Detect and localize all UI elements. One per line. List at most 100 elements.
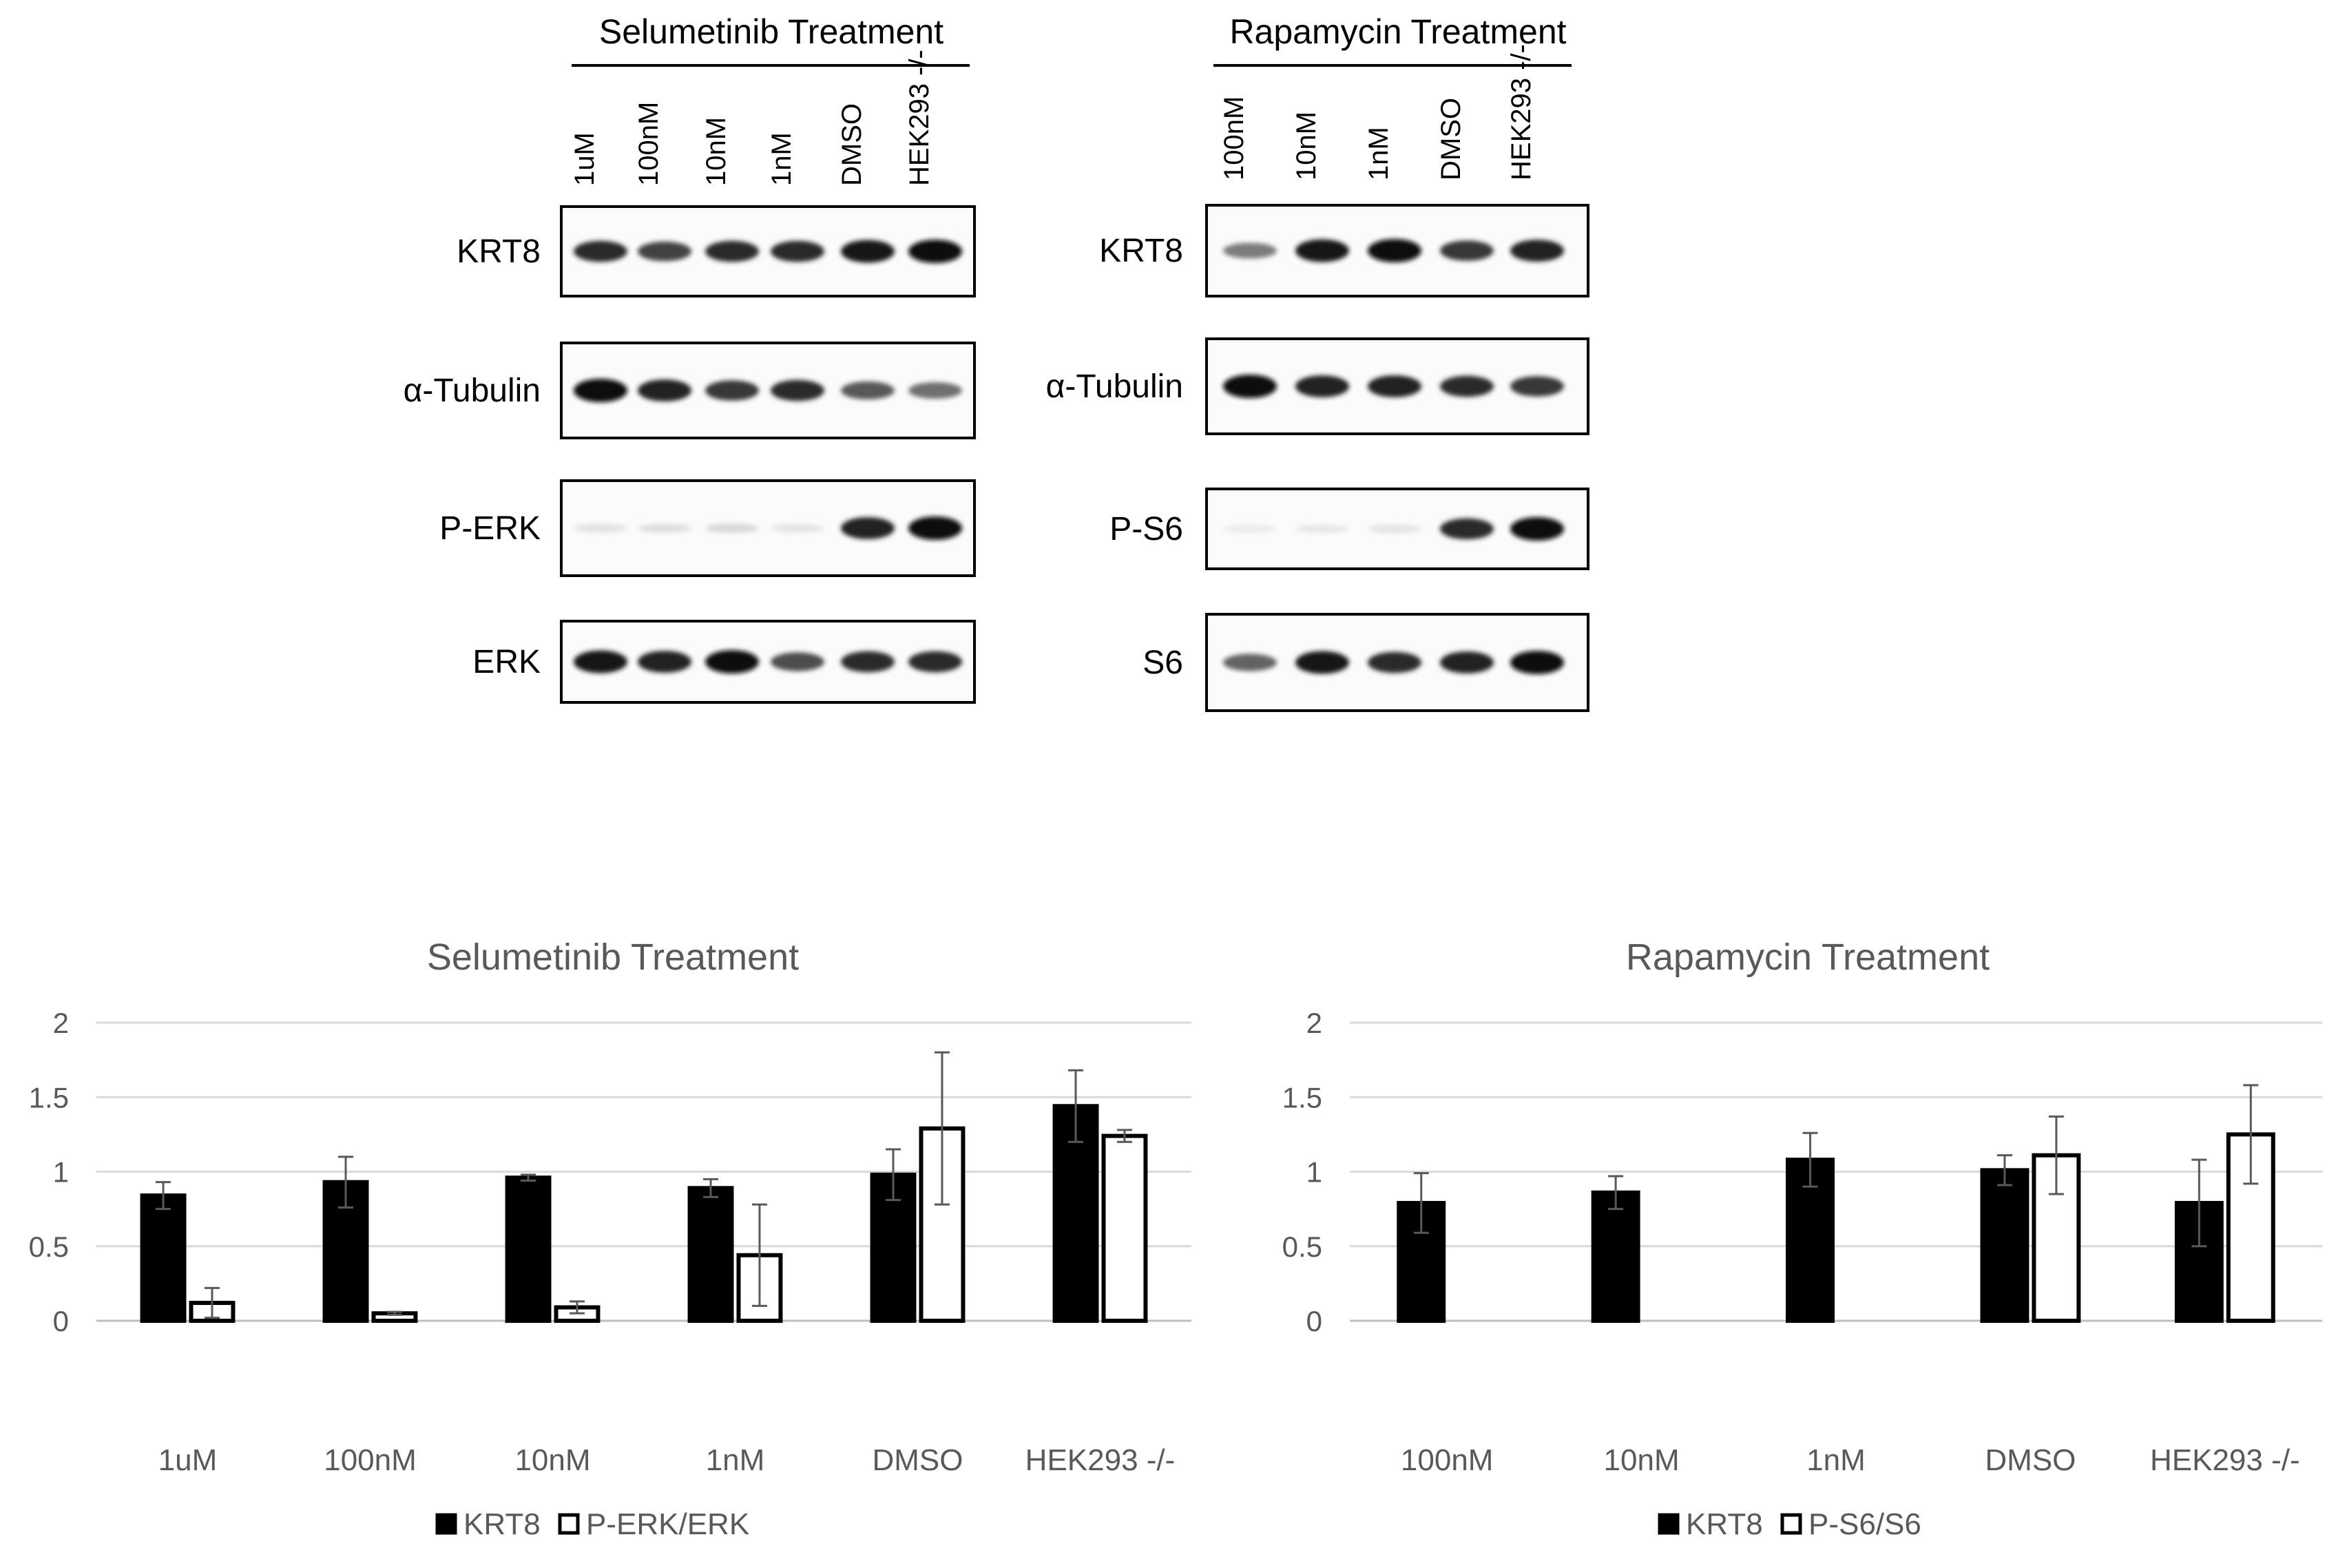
blot-band bbox=[1510, 517, 1564, 541]
x-tick-label: 1nM bbox=[1806, 1443, 1866, 1477]
lane-labels: 1uM 100nM 10nM 1nM DMSO HEK293 -/- bbox=[570, 50, 935, 186]
legend-swatch bbox=[1780, 1513, 1802, 1535]
legend-label: KRT8 bbox=[463, 1507, 541, 1541]
blot-membrane bbox=[560, 205, 976, 297]
y-tick-label: 0.5 bbox=[29, 1231, 69, 1263]
blot-band bbox=[1510, 240, 1564, 262]
blot-rows: KRT8 α-Tubulin P-ERK ERK bbox=[404, 205, 976, 704]
x-tick-label: 100nM bbox=[1401, 1443, 1494, 1477]
lane-label: DMSO bbox=[837, 103, 867, 186]
y-tick-label: 2 bbox=[1306, 1007, 1322, 1039]
blot-band bbox=[1368, 239, 1421, 262]
y-tick-label: 1.5 bbox=[1282, 1081, 1322, 1114]
blot-row: P-S6 bbox=[1109, 488, 1589, 570]
chart-title: Selumetinib Treatment bbox=[427, 937, 799, 978]
lane-label: HEK293 -/- bbox=[904, 50, 935, 186]
bar-krt8 bbox=[2174, 1200, 2224, 1323]
x-tick-label: DMSO bbox=[1985, 1443, 2076, 1477]
blot-row-label: ERK bbox=[472, 644, 541, 680]
blot-band bbox=[771, 379, 824, 401]
bar-krt8 bbox=[505, 1175, 552, 1324]
y-tick-label: 1 bbox=[53, 1156, 69, 1189]
x-tick-label: HEK293 -/- bbox=[2150, 1443, 2300, 1477]
blot-band bbox=[1510, 651, 1564, 674]
lane-label: HEK293 -/- bbox=[1506, 44, 1536, 180]
y-tick-label: 0.5 bbox=[1282, 1231, 1322, 1263]
blot-row: KRT8 bbox=[1099, 204, 1589, 297]
blot-band bbox=[1440, 518, 1494, 540]
blot-band bbox=[574, 650, 627, 673]
lane-label: 10nM bbox=[701, 117, 731, 186]
blot-band bbox=[908, 651, 962, 673]
blot-band bbox=[1510, 376, 1564, 397]
blot-band bbox=[705, 523, 759, 533]
blot-band bbox=[1295, 239, 1349, 262]
blot-title: Selumetinib Treatment bbox=[599, 12, 943, 51]
x-tick-label: 1nM bbox=[706, 1443, 765, 1477]
blot-band bbox=[574, 379, 627, 402]
legend-swatch bbox=[558, 1513, 580, 1535]
bars bbox=[140, 1104, 1148, 1324]
y-tick-label: 0 bbox=[53, 1305, 69, 1337]
legend: KRT8 P-S6/S6 bbox=[1658, 1507, 1921, 1541]
blot-row: P-ERK bbox=[439, 479, 976, 577]
blot-row-label: KRT8 bbox=[457, 233, 541, 270]
lane-label: 100nM bbox=[634, 102, 664, 186]
blot-band bbox=[841, 651, 895, 673]
chart-title: Rapamycin Treatment bbox=[1626, 937, 1990, 978]
blot-band bbox=[1295, 651, 1349, 674]
x-tick-labels: 1uM 100nM 10nM 1nM DMSO HEK293 -/- bbox=[158, 1443, 1176, 1477]
lane-labels: 100nM 10nM 1nM DMSO HEK293 -/- bbox=[1219, 44, 1536, 180]
y-tick-labels: 0 0.5 1 1.5 2 bbox=[29, 1007, 69, 1337]
blot-band bbox=[1295, 375, 1349, 397]
x-tick-label: 10nM bbox=[1604, 1443, 1680, 1477]
y-tick-label: 0 bbox=[1306, 1305, 1322, 1337]
blot-row: α-Tubulin bbox=[404, 342, 976, 439]
lane-label: 1nM bbox=[766, 132, 797, 186]
blot-row-label: S6 bbox=[1143, 645, 1183, 681]
x-tick-label: DMSO bbox=[873, 1443, 963, 1477]
blot-membrane bbox=[560, 342, 976, 439]
blot-band bbox=[638, 241, 691, 262]
blot-membrane bbox=[560, 620, 976, 704]
gridlines bbox=[96, 1021, 1191, 1322]
error-bars bbox=[156, 1051, 1132, 1319]
legend-label: KRT8 bbox=[1686, 1507, 1763, 1541]
blot-row-label: α-Tubulin bbox=[404, 373, 541, 409]
bar-krt8 bbox=[1980, 1168, 2030, 1323]
blot-band bbox=[841, 240, 895, 263]
lane-label: 1uM bbox=[570, 132, 600, 186]
blot-band bbox=[1440, 375, 1494, 397]
rapamycin-blot-panel: Rapamycin Treatment 100nM 10nM 1nM DMSO HEK2… bbox=[1046, 12, 1589, 712]
blot-band bbox=[841, 517, 895, 539]
blot-band bbox=[908, 516, 962, 540]
blot-band bbox=[638, 651, 691, 673]
x-tick-label: 1uM bbox=[158, 1443, 218, 1477]
blot-band bbox=[705, 240, 759, 262]
blot-band bbox=[1295, 524, 1349, 534]
legend-swatch bbox=[1658, 1513, 1680, 1535]
x-tick-label: 100nM bbox=[324, 1443, 417, 1477]
bar-krt8 bbox=[687, 1186, 734, 1323]
blot-band bbox=[771, 652, 824, 671]
blot-row-label: KRT8 bbox=[1099, 233, 1183, 269]
blot-row-label: P-ERK bbox=[439, 510, 541, 547]
blot-membrane bbox=[560, 479, 976, 577]
blot-band bbox=[1440, 240, 1494, 261]
blot-rows: KRT8 α-Tubulin P-S6 S6 bbox=[1046, 204, 1589, 712]
lane-label: 10nM bbox=[1291, 112, 1322, 180]
bar-krt8 bbox=[1591, 1190, 1640, 1324]
bar-krt8 bbox=[140, 1193, 187, 1324]
blot-row: α-Tubulin bbox=[1046, 337, 1589, 435]
blot-band bbox=[705, 650, 759, 673]
blot-band bbox=[1368, 651, 1421, 673]
blot-band bbox=[1440, 651, 1494, 673]
rapamycin-bar-chart: Rapamycin Treatment 00.511.52 100nM 10nM 1… bbox=[1282, 937, 2322, 1541]
lane-label: 100nM bbox=[1219, 96, 1249, 180]
selumetinib-bar-chart: Selumetinib Treatment 0 0.5 1 1.5 2 1uM 100nM… bbox=[29, 937, 1191, 1541]
blot-row: ERK bbox=[472, 620, 976, 704]
y-tick-labels: 0 0.5 1 1.5 2 bbox=[1282, 1007, 1322, 1337]
error-bars bbox=[1413, 1084, 2259, 1248]
y-tick-label: 1.5 bbox=[29, 1081, 69, 1114]
blot-band bbox=[1223, 525, 1277, 533]
